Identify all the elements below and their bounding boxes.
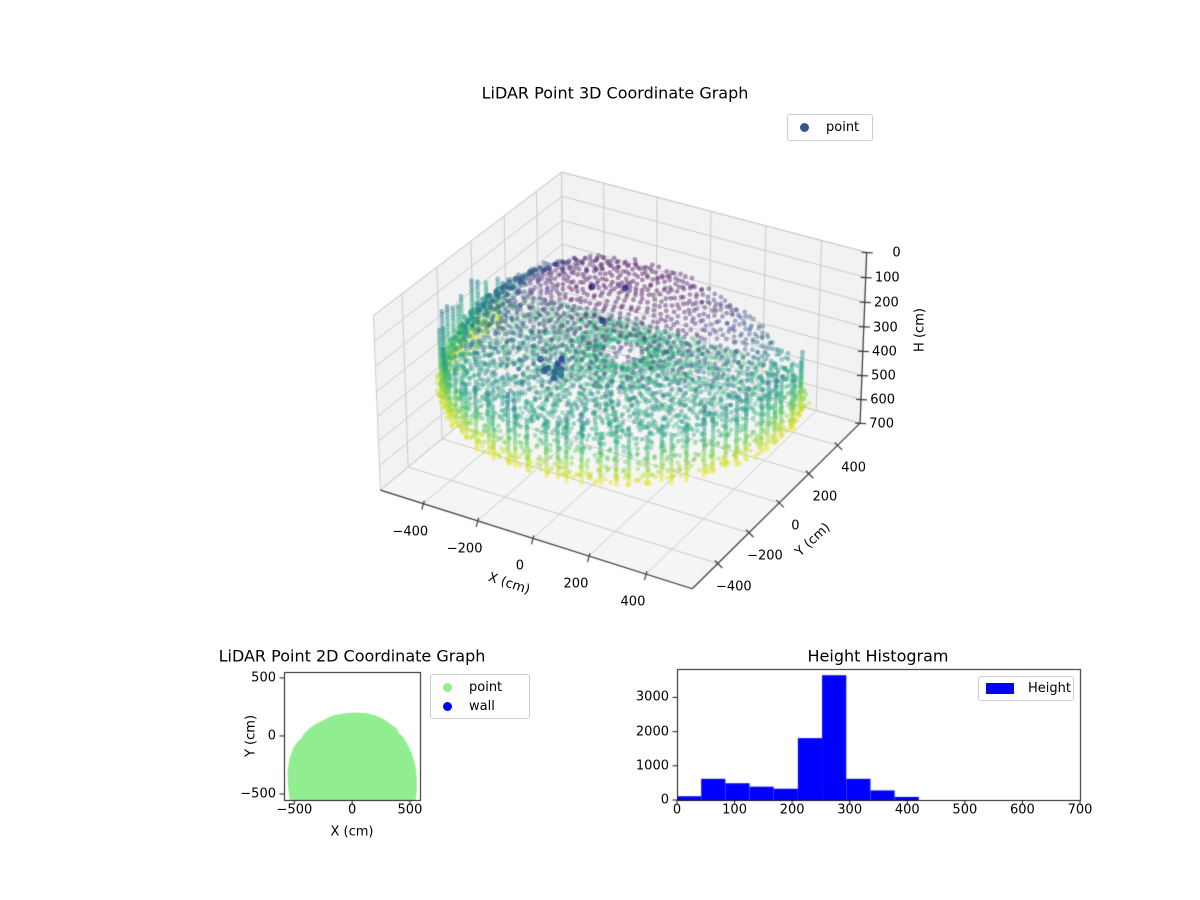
plot3d-x-tick-label: 400 <box>620 594 646 610</box>
histogram-x-tick-label: 400 <box>894 802 920 818</box>
histogram-title: Height Histogram <box>807 646 949 666</box>
plot3d-x-tick-label: 0 <box>515 558 524 574</box>
plot2d-y-tick-label: 500 <box>251 670 276 686</box>
histogram-y-tick-label: 2000 <box>635 724 669 740</box>
plot2d-legend: point wall <box>430 674 530 719</box>
plot3d-x-tick-label: −400 <box>392 524 429 540</box>
histogram-x-tick-label: 700 <box>1067 802 1093 818</box>
plot3d-h-tick-label: 400 <box>872 344 897 360</box>
plot3d-y-tick-label: 0 <box>791 518 800 534</box>
histogram-y-tick-label: 3000 <box>635 689 669 705</box>
plot2d-y-tick-label: −500 <box>240 786 276 802</box>
plot3d-h-tick-label: 500 <box>871 368 896 384</box>
point-marker-icon <box>800 123 809 132</box>
plot3d-h-tick-label: 200 <box>873 295 899 311</box>
plot3d-legend: point <box>787 114 873 141</box>
plot3d-h-tick-label: 600 <box>870 392 896 408</box>
histogram-x-tick-label: 600 <box>1010 802 1035 818</box>
plot3d-h-tick-label: 300 <box>872 320 898 336</box>
legend-label-point: point <box>469 679 503 695</box>
histogram-x-tick-label: 500 <box>952 802 978 818</box>
plot3d-x-tick-label: −200 <box>446 541 483 557</box>
plot3d-y-tick-label: −200 <box>747 548 783 564</box>
plot3d-h-tick-label: 700 <box>869 416 895 432</box>
plot2d-x-tick-label: −500 <box>276 802 313 818</box>
legend-row-height: Height <box>979 679 1073 698</box>
plot2d-title: LiDAR Point 2D Coordinate Graph <box>218 646 486 666</box>
legend-row-point: point <box>788 118 872 137</box>
point-marker-icon <box>443 682 452 692</box>
histogram-x-tick-label: 0 <box>672 802 682 818</box>
plot2d-x-tick-label: 500 <box>397 802 423 818</box>
histogram-x-tick-label: 200 <box>779 802 805 818</box>
plot3d-h-tick-label: 100 <box>874 270 900 286</box>
legend-row-wall: wall <box>431 697 529 716</box>
plot3d-haxis-label: H (cm) <box>912 308 928 352</box>
wall-marker-icon <box>443 701 452 711</box>
plot2d-x-tick-label: 0 <box>348 802 357 818</box>
plot2d-yaxis-label: Y (cm) <box>243 714 259 758</box>
height-bar-swatch-icon <box>986 683 1014 694</box>
plot3d-title: LiDAR Point 3D Coordinate Graph <box>481 83 749 103</box>
histogram-y-tick-label: 1000 <box>635 758 669 774</box>
legend-label-wall: wall <box>469 698 495 714</box>
plot3d-y-tick-label: 400 <box>841 460 867 476</box>
histogram-x-tick-label: 300 <box>837 802 863 818</box>
legend-label-point: point <box>826 120 860 135</box>
legend-label-height: Height <box>1028 681 1071 696</box>
plot3d-y-tick-label: −400 <box>715 579 752 594</box>
plot3d-h-tick-label: 0 <box>892 245 901 261</box>
histogram-y-tick-label: 0 <box>660 792 669 808</box>
plot3d-y-tick-label: 200 <box>812 489 838 505</box>
histogram-x-tick-label: 100 <box>722 802 747 818</box>
histogram-legend: Height <box>978 676 1074 701</box>
legend-row-point: point <box>431 678 529 697</box>
plot2d-xaxis-label: X (cm) <box>330 824 374 840</box>
plot2d-y-tick-label: 0 <box>267 728 276 744</box>
plot3d-x-tick-label: 200 <box>563 576 589 592</box>
